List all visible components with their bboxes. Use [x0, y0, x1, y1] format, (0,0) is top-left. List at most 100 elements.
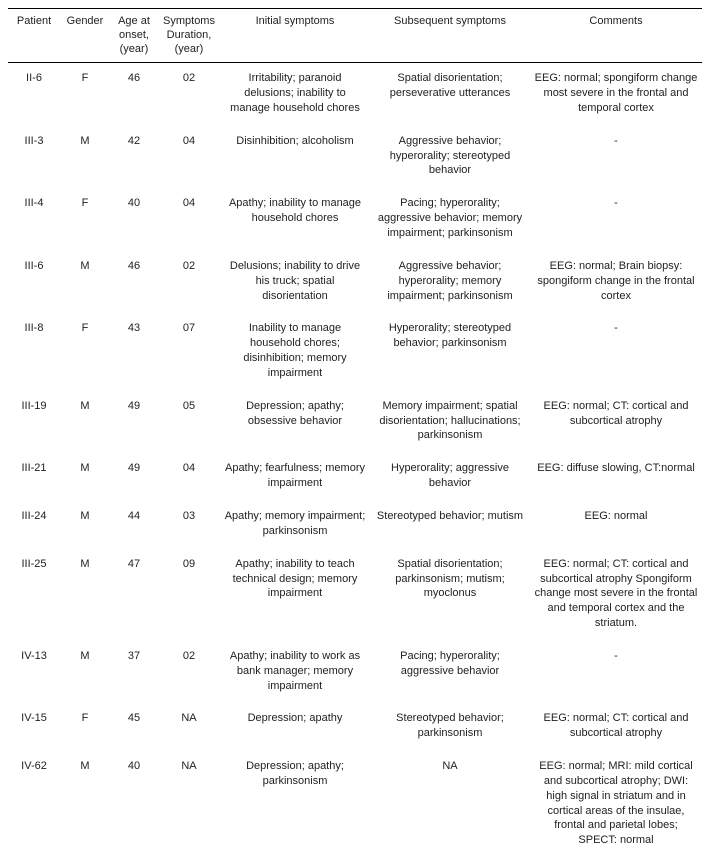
cell-age: 49	[110, 453, 158, 501]
cell-age: 44	[110, 501, 158, 549]
clinical-table: Patient Gender Age at onset, (year) Symp…	[8, 8, 702, 858]
cell-age: 45	[110, 703, 158, 751]
cell-patient: II-6	[8, 63, 60, 126]
cell-comments: EEG: normal; spongiform change most seve…	[530, 63, 702, 126]
cell-subsequent: Aggressive behavior; hyperorality; stere…	[370, 126, 530, 189]
cell-duration: 05	[158, 391, 220, 454]
cell-duration: 02	[158, 251, 220, 314]
table-row: III-24M4403Apathy; memory impairment; pa…	[8, 501, 702, 549]
cell-initial: Delusions; inability to drive his truck;…	[220, 251, 370, 314]
cell-duration: 04	[158, 126, 220, 189]
cell-initial: Depression; apathy; obsessive behavior	[220, 391, 370, 454]
cell-age: 43	[110, 313, 158, 390]
cell-comments: EEG: normal	[530, 501, 702, 549]
cell-subsequent: Stereotyped behavior; parkinsonism	[370, 703, 530, 751]
cell-comments: EEG: diffuse slowing, CT:normal	[530, 453, 702, 501]
cell-gender: F	[60, 63, 110, 126]
cell-initial: Irritability; paranoid delusions; inabil…	[220, 63, 370, 126]
cell-duration: 02	[158, 63, 220, 126]
cell-initial: Disinhibition; alcoholism	[220, 126, 370, 189]
cell-patient: III-24	[8, 501, 60, 549]
cell-subsequent: Hyperorality; aggressive behavior	[370, 453, 530, 501]
cell-subsequent: Memory impairment; spatial disorientatio…	[370, 391, 530, 454]
cell-gender: M	[60, 251, 110, 314]
cell-age: 40	[110, 751, 158, 858]
table-body: II-6F4602Irritability; paranoid delusion…	[8, 63, 702, 858]
col-comments: Comments	[530, 9, 702, 63]
cell-duration: 04	[158, 188, 220, 251]
cell-patient: III-4	[8, 188, 60, 251]
cell-subsequent: Hyperorality; stereotyped behavior; park…	[370, 313, 530, 390]
cell-gender: M	[60, 126, 110, 189]
cell-duration: 03	[158, 501, 220, 549]
cell-age: 47	[110, 549, 158, 641]
cell-patient: IV-15	[8, 703, 60, 751]
cell-subsequent: Pacing; hyperorality; aggressive behavio…	[370, 641, 530, 704]
cell-duration: 07	[158, 313, 220, 390]
col-subsequent: Subsequent symptoms	[370, 9, 530, 63]
table-row: IV-13M3702Apathy; inability to work as b…	[8, 641, 702, 704]
table-row: III-19M4905Depression; apathy; obsessive…	[8, 391, 702, 454]
cell-initial: Apathy; inability to work as bank manage…	[220, 641, 370, 704]
table-row: II-6F4602Irritability; paranoid delusion…	[8, 63, 702, 126]
cell-subsequent: Stereotyped behavior; mutism	[370, 501, 530, 549]
cell-patient: III-25	[8, 549, 60, 641]
cell-age: 49	[110, 391, 158, 454]
cell-comments: EEG: normal; CT: cortical and subcortica…	[530, 549, 702, 641]
cell-subsequent: Aggressive behavior; hyperorality; memor…	[370, 251, 530, 314]
cell-patient: IV-62	[8, 751, 60, 858]
cell-patient: III-19	[8, 391, 60, 454]
cell-gender: M	[60, 501, 110, 549]
cell-age: 40	[110, 188, 158, 251]
cell-gender: M	[60, 453, 110, 501]
table-row: III-4F4004Apathy; inability to manage ho…	[8, 188, 702, 251]
cell-initial: Apathy; memory impairment; parkinsonism	[220, 501, 370, 549]
cell-patient: III-3	[8, 126, 60, 189]
cell-age: 46	[110, 251, 158, 314]
cell-age: 37	[110, 641, 158, 704]
cell-initial: Depression; apathy; parkinsonism	[220, 751, 370, 858]
cell-gender: F	[60, 313, 110, 390]
col-gender: Gender	[60, 9, 110, 63]
cell-patient: III-6	[8, 251, 60, 314]
cell-initial: Apathy; fearfulness; memory impairment	[220, 453, 370, 501]
cell-gender: M	[60, 751, 110, 858]
cell-comments: EEG: normal; CT: cortical and subcortica…	[530, 391, 702, 454]
cell-duration: 09	[158, 549, 220, 641]
cell-comments: EEG: normal; Brain biopsy: spongiform ch…	[530, 251, 702, 314]
cell-patient: III-8	[8, 313, 60, 390]
table-row: IV-62M40 NADepression; apathy; parkinsoni…	[8, 751, 702, 858]
cell-subsequent: NA	[370, 751, 530, 858]
table-row: III-25M4709Apathy; inability to teach te…	[8, 549, 702, 641]
cell-age: 42	[110, 126, 158, 189]
cell-patient: IV-13	[8, 641, 60, 704]
cell-subsequent: Spatial disorientation; perseverative ut…	[370, 63, 530, 126]
cell-gender: F	[60, 188, 110, 251]
cell-patient: III-21	[8, 453, 60, 501]
cell-gender: M	[60, 641, 110, 704]
cell-comments: EEG: normal; MRI: mild cortical and subc…	[530, 751, 702, 858]
table-row: III-6M4602Delusions; inability to drive …	[8, 251, 702, 314]
table-row: IV-15F45NADepression; apathyStereotyped …	[8, 703, 702, 751]
cell-subsequent: Pacing; hyperorality; aggressive behavio…	[370, 188, 530, 251]
cell-duration: 02	[158, 641, 220, 704]
cell-gender: M	[60, 391, 110, 454]
cell-gender: M	[60, 549, 110, 641]
cell-comments: -	[530, 641, 702, 704]
table-row: III-21M4904Apathy; fearfulness; memory i…	[8, 453, 702, 501]
col-duration: Symptoms Duration, (year)	[158, 9, 220, 63]
cell-comments: -	[530, 126, 702, 189]
cell-gender: F	[60, 703, 110, 751]
col-patient: Patient	[8, 9, 60, 63]
cell-initial: Apathy; inability to teach technical des…	[220, 549, 370, 641]
cell-initial: Inability to manage household chores; di…	[220, 313, 370, 390]
cell-comments: -	[530, 313, 702, 390]
cell-duration: NA	[158, 703, 220, 751]
cell-comments: EEG: normal; CT: cortical and subcortica…	[530, 703, 702, 751]
cell-age: 46	[110, 63, 158, 126]
table-row: III-3M4204Disinhibition; alcoholismAggre…	[8, 126, 702, 189]
col-age: Age at onset, (year)	[110, 9, 158, 63]
cell-duration: 04	[158, 453, 220, 501]
cell-initial: Depression; apathy	[220, 703, 370, 751]
table-row: III-8F4307Inability to manage household …	[8, 313, 702, 390]
